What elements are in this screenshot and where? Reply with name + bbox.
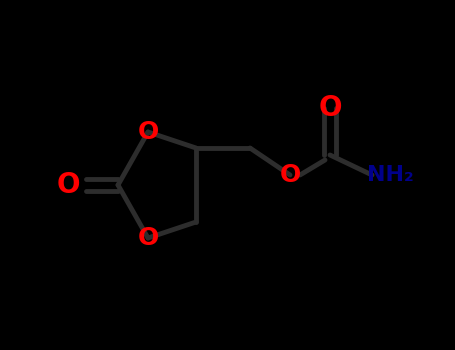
- Text: O: O: [137, 226, 159, 250]
- Text: O: O: [279, 163, 301, 187]
- Text: O: O: [56, 171, 80, 199]
- Text: O: O: [318, 94, 342, 122]
- Text: O: O: [137, 120, 159, 144]
- Text: NH₂: NH₂: [367, 165, 414, 185]
